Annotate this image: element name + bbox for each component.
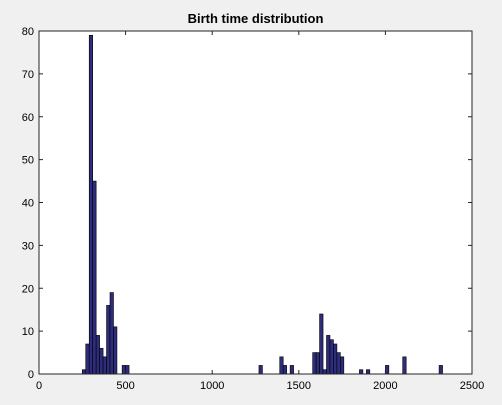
histogram-bar (326, 335, 331, 375)
histogram-bar (125, 365, 130, 375)
y-axis-tick-labels: 0 10 20 30 40 50 60 70 80 (22, 26, 34, 381)
x-tick-label: 2000 (373, 380, 397, 392)
histogram-bar (402, 356, 407, 375)
histogram-bar (106, 305, 111, 375)
histogram-bar (385, 365, 390, 375)
histogram-bar (340, 356, 345, 375)
histogram-bar (92, 180, 97, 375)
axes-background (39, 31, 472, 374)
histogram-bar (95, 335, 100, 375)
histogram-bar (109, 292, 114, 375)
x-tick-label: 2500 (460, 380, 484, 392)
histogram-bar (315, 352, 320, 375)
y-tick-label: 10 (22, 326, 34, 338)
axes-box (38, 30, 473, 375)
y-tick-label: 0 (28, 369, 34, 381)
x-tick-label: 1500 (287, 380, 311, 392)
y-tick-label: 50 (22, 155, 34, 167)
histogram-bar (333, 343, 338, 375)
y-tick-label: 40 (22, 198, 34, 210)
y-tick-label: 80 (22, 26, 34, 38)
histogram-bar (279, 356, 284, 375)
histogram-bar (366, 369, 371, 375)
histogram-bar (82, 369, 87, 375)
chart-title: Birth time distribution (188, 11, 324, 26)
histogram-bar (319, 313, 324, 375)
histogram-bar (282, 365, 287, 375)
histogram-bar (336, 352, 341, 375)
histogram-bar (322, 369, 327, 375)
histogram-bar (312, 352, 317, 375)
histogram-bar (438, 365, 443, 375)
y-tick-label: 30 (22, 240, 34, 252)
x-tick-label: 1000 (200, 380, 224, 392)
histogram-bar (102, 356, 107, 375)
histogram-bar (258, 365, 263, 375)
y-tick-label: 70 (22, 69, 34, 81)
histogram-bar (121, 365, 126, 375)
histogram-bar (88, 34, 93, 375)
x-tick-label: 500 (116, 380, 134, 392)
y-tick-label: 60 (22, 112, 34, 124)
histogram-bar (85, 343, 90, 375)
x-tick-label: 0 (36, 380, 42, 392)
histogram-bar (329, 339, 334, 375)
histogram-bar (359, 369, 364, 375)
x-axis-tick-labels: 0 500 1000 1500 2000 2500 (36, 380, 484, 392)
y-tick-label: 20 (22, 283, 34, 295)
histogram-bar (113, 326, 118, 375)
histogram-bar (289, 365, 294, 375)
histogram-bar (99, 347, 104, 375)
